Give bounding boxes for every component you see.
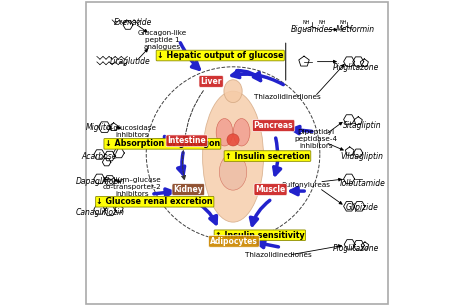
- Text: Dipeptidyl
peptidase-4
inhibitors: Dipeptidyl peptidase-4 inhibitors: [295, 129, 338, 149]
- Text: NH: NH: [339, 20, 346, 25]
- Text: ↑ Insulin secretion: ↑ Insulin secretion: [225, 151, 310, 161]
- Text: NH: NH: [319, 20, 326, 24]
- Text: Acarbose: Acarbose: [82, 151, 117, 161]
- Text: ↓ Hepatic output of glucose: ↓ Hepatic output of glucose: [157, 51, 283, 60]
- Ellipse shape: [233, 119, 250, 146]
- Text: Vildagliptin: Vildagliptin: [340, 151, 383, 161]
- Text: NH: NH: [302, 20, 310, 24]
- Text: Glucagon-like
peptide 1
analogues: Glucagon-like peptide 1 analogues: [138, 30, 187, 50]
- Text: α-glucosidase
inhibitors: α-glucosidase inhibitors: [107, 125, 157, 138]
- Text: Miglitol: Miglitol: [85, 123, 113, 132]
- Text: Thiazolidinediones: Thiazolidinediones: [245, 252, 311, 258]
- Text: Pioglitazone: Pioglitazone: [333, 63, 379, 72]
- Text: Sodium–glucose
co-transporter-2
inhibitors: Sodium–glucose co-transporter-2 inhibito…: [102, 177, 161, 196]
- Text: Biguanides: Biguanides: [291, 25, 333, 34]
- Ellipse shape: [224, 80, 242, 103]
- Text: Pancreas: Pancreas: [254, 121, 293, 130]
- Text: ↑ Insulin sensitivity: ↑ Insulin sensitivity: [215, 231, 305, 240]
- Ellipse shape: [219, 154, 247, 190]
- Text: Liraglutide: Liraglutide: [109, 57, 150, 66]
- Text: Muscle: Muscle: [255, 185, 286, 194]
- Text: Kidney: Kidney: [173, 185, 203, 194]
- Text: Tolbutamide: Tolbutamide: [338, 179, 385, 188]
- Ellipse shape: [202, 91, 264, 222]
- FancyBboxPatch shape: [86, 2, 388, 304]
- Text: Canagliflozin: Canagliflozin: [76, 208, 125, 217]
- Ellipse shape: [216, 119, 233, 146]
- Text: Thiazolidinediones: Thiazolidinediones: [254, 94, 320, 100]
- Text: ↓ Absorption of glucagon: ↓ Absorption of glucagon: [105, 139, 220, 148]
- Text: ↓ Glucose renal excretion: ↓ Glucose renal excretion: [96, 197, 213, 206]
- Text: Exenatide: Exenatide: [114, 17, 153, 27]
- Text: Sulfonylureas: Sulfonylureas: [281, 182, 330, 188]
- Text: Metformin: Metformin: [336, 25, 375, 34]
- Text: Dapagliflozin: Dapagliflozin: [76, 177, 125, 186]
- Text: Glipizide: Glipizide: [346, 203, 378, 212]
- Text: Liver: Liver: [201, 77, 222, 86]
- Text: Sitagliptin: Sitagliptin: [343, 121, 381, 130]
- Text: Intestine: Intestine: [167, 136, 206, 145]
- Text: Adipocytes: Adipocytes: [210, 237, 258, 246]
- Ellipse shape: [227, 134, 239, 146]
- Text: Pioglitazone: Pioglitazone: [333, 244, 379, 253]
